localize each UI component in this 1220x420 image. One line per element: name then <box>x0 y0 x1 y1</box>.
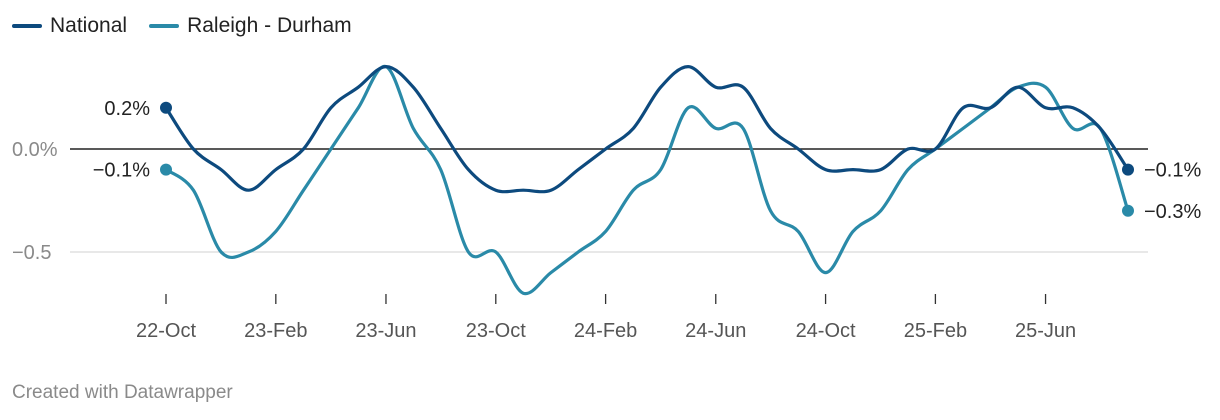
series-line-national <box>164 65 1130 194</box>
end-point-raleigh-durham <box>1122 204 1134 217</box>
end-label-raleigh-durham: −0.3% <box>1144 201 1201 223</box>
start-point-raleigh-durham <box>160 163 172 176</box>
legend-label-raleigh-durham: Raleigh - Durham <box>187 14 352 37</box>
start-label-national: 0.2% <box>104 98 150 120</box>
legend-item-national[interactable]: National <box>12 14 127 38</box>
x-tick-label: 25-Feb <box>904 320 967 342</box>
start-label-raleigh-durham: −0.1% <box>93 160 150 182</box>
x-tick-label: 23-Oct <box>466 320 526 342</box>
x-tick-label: 23-Jun <box>355 320 416 342</box>
x-tick-label: 24-Oct <box>796 320 856 342</box>
x-tick-label: 22-Oct <box>136 320 196 342</box>
legend-swatch-raleigh-durham <box>149 24 180 28</box>
legend-label-national: National <box>50 14 128 37</box>
start-point-national <box>160 101 172 114</box>
end-point-national <box>1122 163 1134 176</box>
legend: National Raleigh - Durham <box>12 14 374 38</box>
credit-text[interactable]: Created with Datawrapper <box>12 382 233 403</box>
x-tick-label: 24-Feb <box>574 320 637 342</box>
series-line-raleigh-durham <box>164 64 1130 296</box>
legend-swatch-national <box>12 24 42 28</box>
x-tick-label: 23-Feb <box>244 320 307 342</box>
legend-item-raleigh-durham[interactable]: Raleigh - Durham <box>149 14 352 38</box>
y-tick-label: −0.5 <box>12 242 51 264</box>
y-tick-label: 0.0% <box>12 139 58 161</box>
end-label-national: −0.1% <box>1144 160 1201 182</box>
x-tick-label: 25-Jun <box>1015 320 1076 342</box>
x-tick-label: 24-Jun <box>685 320 746 342</box>
